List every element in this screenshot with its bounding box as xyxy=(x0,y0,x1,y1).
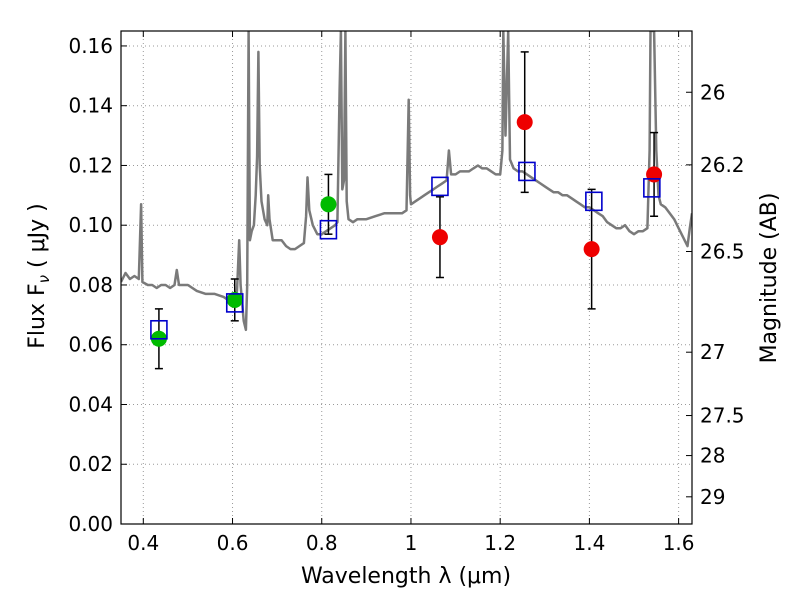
model-flux-square xyxy=(431,176,449,197)
model-flux-square xyxy=(319,219,338,240)
right-tick-label: 28 xyxy=(700,444,725,468)
red-data-point xyxy=(583,241,600,258)
x-tick-label: 0.8 xyxy=(306,531,338,555)
right-tick-label: 26 xyxy=(700,80,725,104)
model-flux-square xyxy=(225,293,244,313)
green-data-point xyxy=(320,196,337,213)
x-tick-label: 0.6 xyxy=(217,531,249,555)
right-axis-label: Magnitude (AB) xyxy=(757,193,782,364)
grid-lines xyxy=(121,31,692,525)
y-tick-label: 0.02 xyxy=(68,452,113,476)
right-tick-label: 29 xyxy=(700,485,725,509)
green-data-point xyxy=(226,291,243,308)
y-tick-label: 0.00 xyxy=(68,512,113,536)
y-tick-label: 0.16 xyxy=(68,34,113,58)
y-tick-label: 0.06 xyxy=(68,333,113,357)
x-axis-ticks: 0.4 0.6 0.8 1 1.2 1.4 1.6 xyxy=(127,31,695,555)
right-tick-label: 26.5 xyxy=(700,240,745,264)
red-data-point xyxy=(516,114,533,131)
plot-frame xyxy=(120,30,693,525)
y-axis-ticks: 0.00 0.02 0.04 0.06 0.08 0.10 0.12 0.14 0.16 xyxy=(68,34,127,536)
x-tick-label: 0.4 xyxy=(127,531,159,555)
model-spectrum xyxy=(121,31,692,332)
x-tick-label: 1.2 xyxy=(484,531,516,555)
y-tick-label: 0.04 xyxy=(68,392,113,416)
red-data-point xyxy=(431,229,448,246)
y-tick-label: 0.10 xyxy=(68,213,113,237)
model-spectrum-line xyxy=(121,31,692,332)
right-tick-label: 27 xyxy=(700,340,725,364)
y-tick-label: 0.14 xyxy=(68,94,113,118)
right-axis-ticks: 26 26.2 26.5 27 27.5 28 29 xyxy=(686,80,745,509)
right-tick-label: 27.5 xyxy=(700,404,745,428)
x-tick-label: 1 xyxy=(405,531,418,555)
x-tick-label: 1.6 xyxy=(663,531,695,555)
right-tick-label: 26.2 xyxy=(700,153,745,177)
x-axis-label: Wavelength λ (μm) xyxy=(301,564,511,589)
photometry-points xyxy=(150,51,663,370)
x-tick-label: 1.4 xyxy=(573,531,605,555)
model-flux-square xyxy=(643,178,661,198)
y-axis-label: Flux Fν ( μJy ) xyxy=(25,203,53,348)
model-flux-square xyxy=(585,191,603,212)
y-tick-label: 0.12 xyxy=(68,153,113,177)
model-flux-square xyxy=(518,161,536,182)
model-flux-square xyxy=(150,319,168,340)
y-tick-label: 0.08 xyxy=(68,273,113,297)
